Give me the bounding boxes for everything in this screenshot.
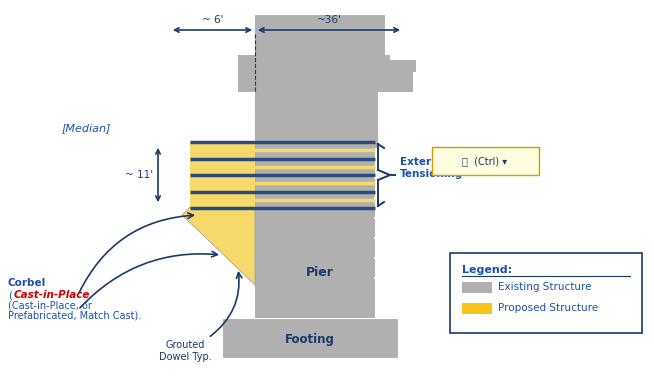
Text: Pier: Pier <box>306 266 334 278</box>
Polygon shape <box>182 142 255 285</box>
Bar <box>238 60 416 72</box>
Bar <box>222 318 398 358</box>
Bar <box>238 72 413 92</box>
Bar <box>255 92 378 148</box>
Text: ~ 6': ~ 6' <box>201 15 223 25</box>
Text: (: ( <box>8 290 12 300</box>
Bar <box>255 148 375 318</box>
Text: (Cast-in-Place, or: (Cast-in-Place, or <box>8 301 92 311</box>
Bar <box>268 15 290 93</box>
Text: Corbel: Corbel <box>8 278 46 288</box>
Bar <box>255 38 385 58</box>
Text: Proposed Structure: Proposed Structure <box>498 303 598 313</box>
Text: 📋  (Ctrl) ▾: 📋 (Ctrl) ▾ <box>462 156 508 166</box>
Bar <box>238 55 390 73</box>
Text: Cap: Cap <box>312 103 338 136</box>
Text: ~36': ~36' <box>317 15 341 25</box>
Bar <box>255 15 385 41</box>
Text: Existing Structure: Existing Structure <box>498 282 591 292</box>
Text: Cast-in-Place: Cast-in-Place <box>14 290 90 300</box>
Text: Prefabricated, Match Cast).: Prefabricated, Match Cast). <box>8 311 141 321</box>
Bar <box>190 142 255 208</box>
Text: External P
Tensioning: External P Tensioning <box>400 157 463 179</box>
Text: Grouted
Dowel Typ.: Grouted Dowel Typ. <box>159 340 211 362</box>
Bar <box>462 282 492 293</box>
Text: Footing: Footing <box>285 333 335 346</box>
FancyBboxPatch shape <box>450 253 642 333</box>
Text: Legend:: Legend: <box>462 265 512 275</box>
Text: [Median]: [Median] <box>62 123 111 133</box>
Bar <box>462 303 492 314</box>
Text: ~ 11': ~ 11' <box>125 170 153 180</box>
FancyBboxPatch shape <box>432 147 539 175</box>
